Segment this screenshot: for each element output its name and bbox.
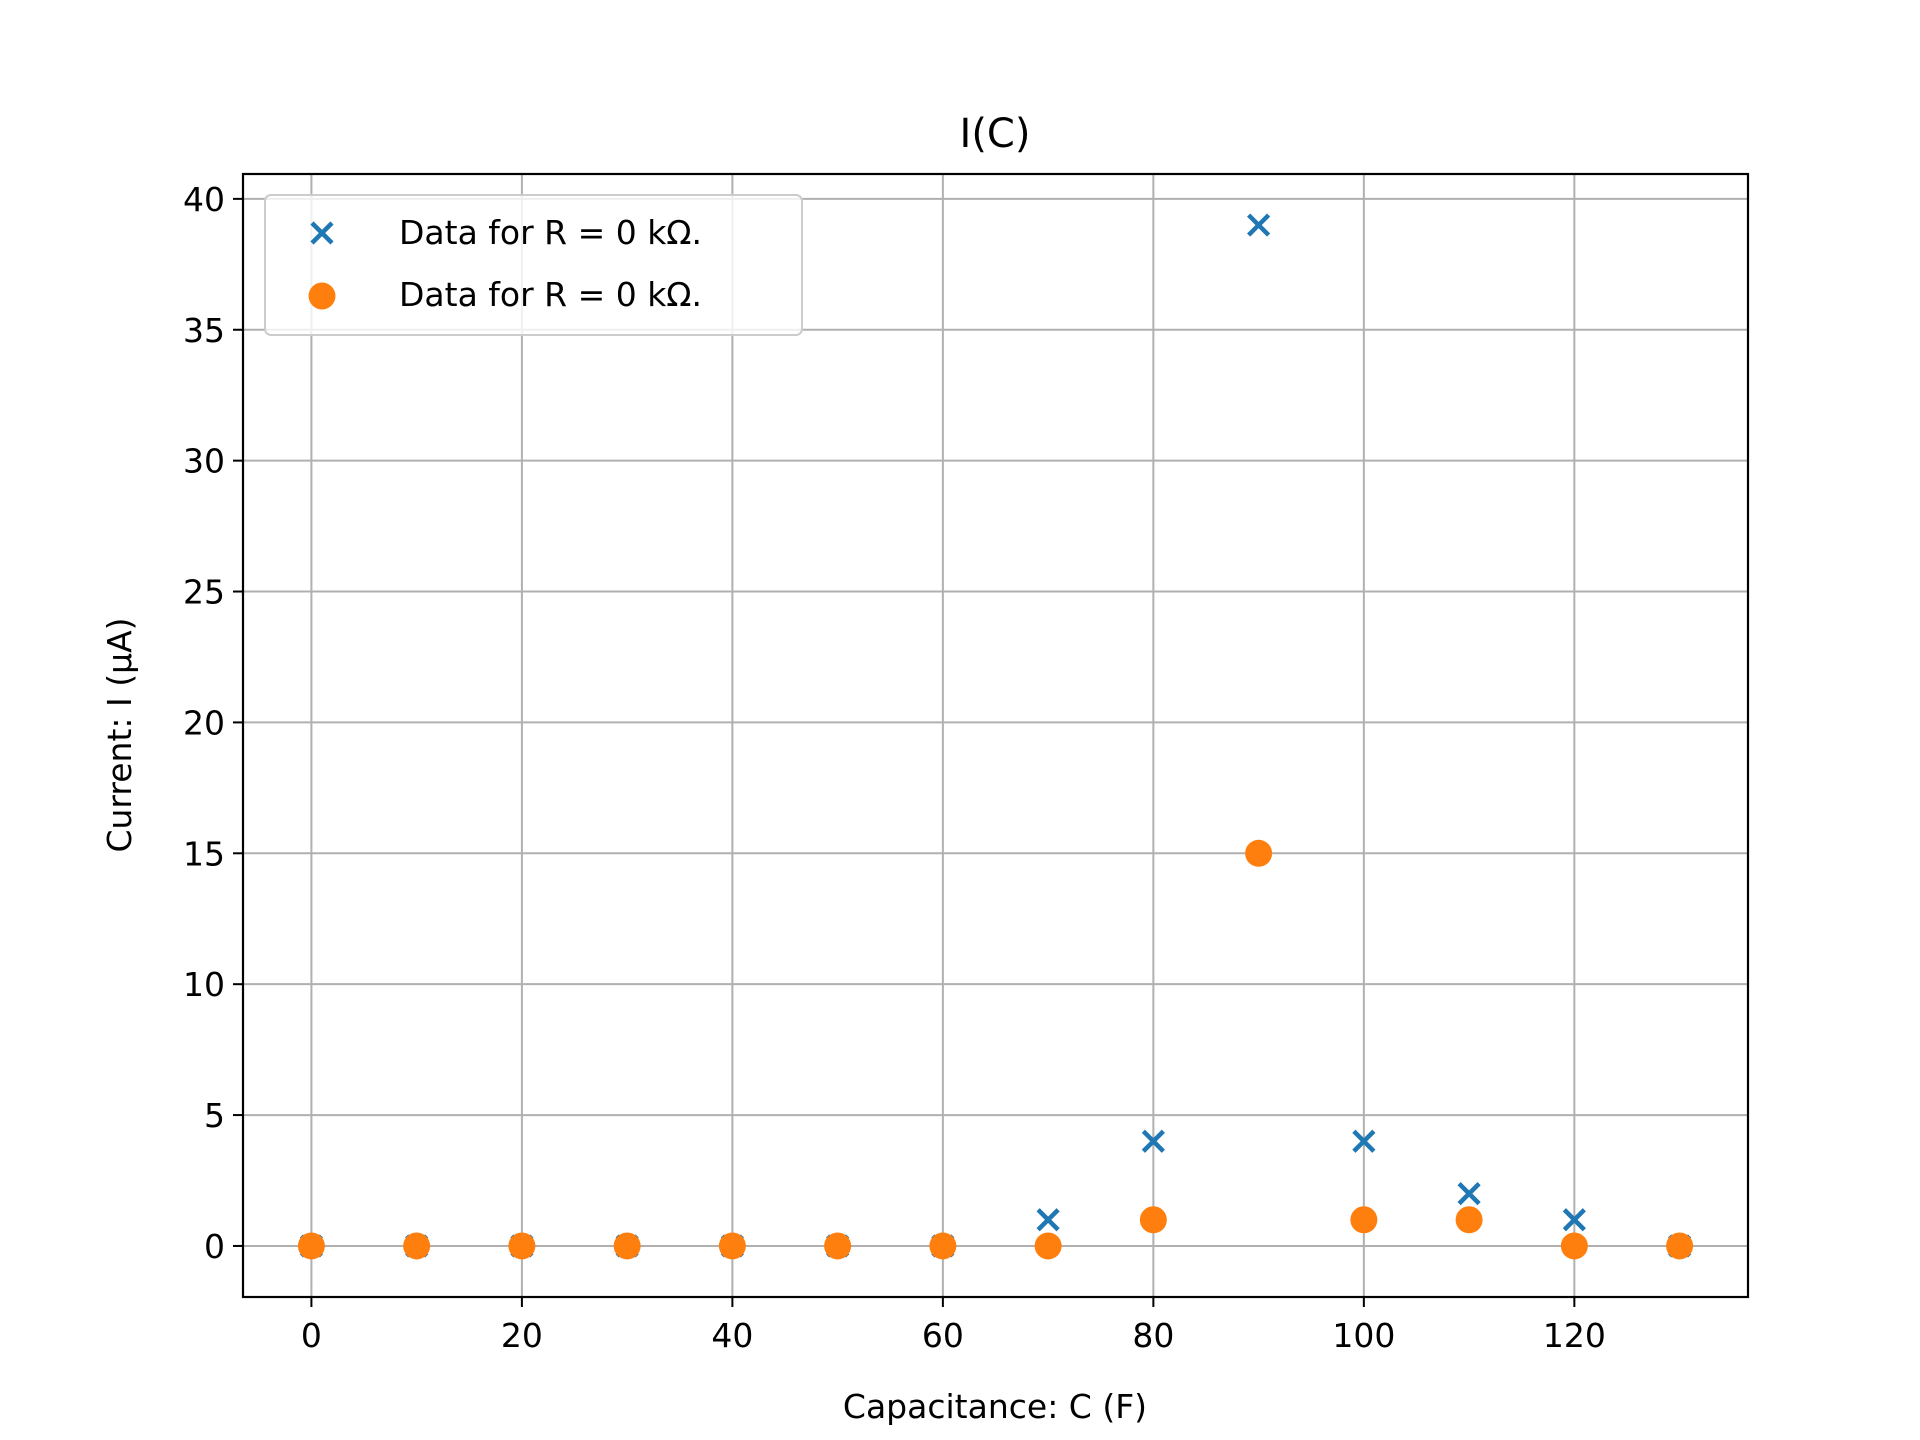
- y-tick-label: 0: [204, 1227, 225, 1266]
- y-tick-label: 10: [183, 965, 225, 1004]
- y-axis-label: Current: I (µA): [100, 617, 139, 852]
- x-tick-label: 100: [1332, 1316, 1395, 1355]
- plot-frame: [241, 172, 1750, 1299]
- series-2-point: [1455, 1206, 1483, 1234]
- axis-ticks: 0 20 40 60 80 100 120 0 5 10 15 20 25 30 35 40: [183, 180, 1606, 1355]
- legend-label-series-1: Data for R = 0 kΩ.: [399, 213, 702, 252]
- series-1-point: [1457, 1182, 1481, 1206]
- series-1-point: [1352, 1129, 1376, 1153]
- series-2-point: [508, 1232, 536, 1260]
- y-tick-label: 30: [183, 442, 225, 481]
- series-2-point: [1560, 1232, 1588, 1260]
- x-tick-label: 60: [922, 1316, 964, 1355]
- series-2-point: [1034, 1232, 1062, 1260]
- series-1-point: [1562, 1208, 1586, 1232]
- y-tick-label: 15: [183, 834, 225, 873]
- series-2-point: [929, 1232, 957, 1260]
- x-axis-label: Capacitance: C (F): [843, 1387, 1147, 1426]
- legend-x-marker: [310, 221, 334, 245]
- series-2-point: [613, 1232, 641, 1260]
- series-2-point: [297, 1232, 325, 1260]
- data-points: [297, 213, 1694, 1260]
- series-2-point: [1350, 1206, 1378, 1234]
- y-tick-label: 20: [183, 703, 225, 742]
- y-tick-label: 25: [183, 573, 225, 612]
- x-tick-label: 40: [711, 1316, 753, 1355]
- grid: [243, 174, 1748, 1297]
- series-2-point: [718, 1232, 746, 1260]
- y-tick-label: 5: [204, 1096, 225, 1135]
- series-2-point: [1139, 1206, 1167, 1234]
- y-tick-label: 40: [183, 180, 225, 219]
- series-2-point: [1245, 839, 1273, 867]
- x-tick-label: 120: [1543, 1316, 1606, 1355]
- series-1-point: [1141, 1129, 1165, 1153]
- x-tick-label: 80: [1132, 1316, 1174, 1355]
- chart-title: I(C): [960, 111, 1031, 157]
- series-1-point: [1247, 213, 1271, 237]
- y-tick-label: 35: [183, 311, 225, 350]
- series-1-point: [1036, 1208, 1060, 1232]
- legend-marker-x: [310, 221, 334, 245]
- x-tick-label: 0: [301, 1316, 322, 1355]
- legend-circle-marker: [308, 282, 336, 310]
- legend-box: [264, 194, 803, 336]
- x-tick-label: 20: [501, 1316, 543, 1355]
- series-2-point: [824, 1232, 852, 1260]
- legend-marker-circle: [308, 282, 336, 310]
- legend: Data for R = 0 kΩ. Data for R = 0 kΩ.: [264, 194, 803, 336]
- series-2-point: [1666, 1232, 1694, 1260]
- series-2-point: [403, 1232, 431, 1260]
- legend-label-series-2: Data for R = 0 kΩ.: [399, 275, 702, 314]
